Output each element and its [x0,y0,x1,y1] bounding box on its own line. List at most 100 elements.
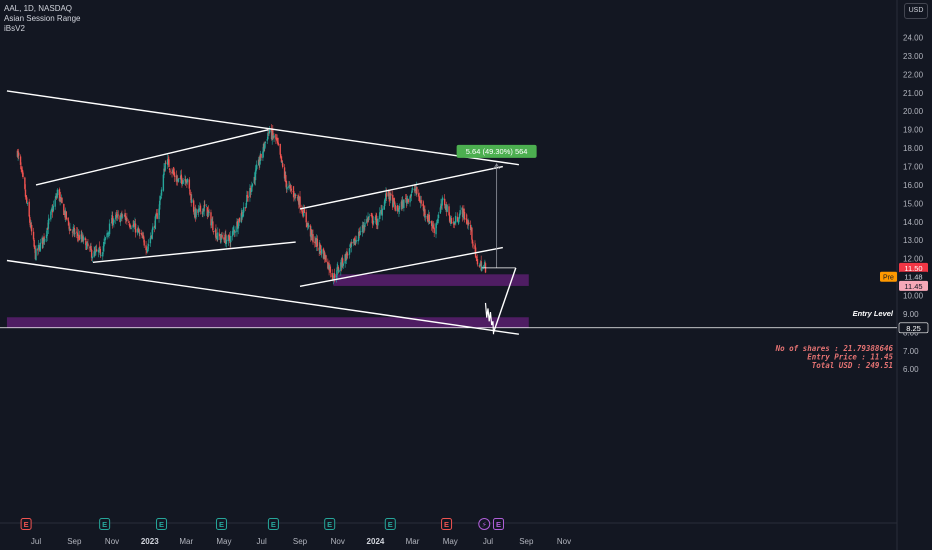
candle-body [60,196,62,199]
candle-body [160,189,163,196]
candle-body [76,231,78,233]
candle-body [389,193,391,200]
candle-body [168,159,170,168]
entry-level-label: Entry Level [853,309,894,318]
candle-body [52,205,55,212]
zone-upper [333,274,529,286]
candle-body [72,228,74,232]
indicator-asian-session[interactable]: Asian Session Range [4,14,81,23]
currency-button[interactable]: USD [904,3,928,19]
candle-body [384,199,386,207]
candle-body [422,205,425,212]
candle-body [132,223,135,227]
candle-body [240,213,242,223]
candle-body [155,214,157,217]
event-earnings-marker [441,518,453,530]
candle-body [367,217,370,219]
candle-body [30,225,33,232]
position-info-line: Total USD : 249.51 [812,361,893,370]
candle-body [134,223,137,233]
candle-body [379,211,382,213]
candle-body [146,249,148,252]
candle-body [186,178,189,183]
event-marker-label: E [271,520,276,529]
candle-body [58,189,61,201]
candle-body [381,208,383,216]
candle-body [121,216,124,218]
candle-body [333,273,336,279]
candle-body [29,222,32,228]
candle-body [283,167,286,179]
candle-body [435,223,438,225]
position-info-line: No of shares : 21.79388646 [775,344,894,353]
candle-body [98,246,101,248]
candle-body [184,179,187,183]
candle-body [332,276,334,280]
candle-body [112,222,114,224]
candle-body [164,163,166,171]
candle-body [280,156,283,163]
candle-body [337,267,340,271]
candle-body [24,189,27,197]
candle-body [267,133,269,140]
candle-body [178,178,180,179]
candle-body [459,210,461,215]
candle-body [264,143,266,149]
y-tick-label: 22.00 [903,70,924,79]
candle-body [227,235,229,242]
price-tag-label: 11.48 [904,273,922,282]
y-tick-label: 18.00 [903,144,924,153]
candle-body [171,171,173,174]
candle-body [341,258,344,266]
candle-body [138,231,140,233]
candle-body [180,174,183,180]
candle-body [90,246,92,251]
candle-body [102,252,104,257]
candle-body [93,251,95,258]
candle-body [20,166,22,170]
candle-body [294,194,297,197]
candle-body [87,243,89,247]
candle-body [199,205,202,212]
candle-body [145,245,147,251]
candle-body [126,217,128,222]
candle-body [372,220,375,223]
candle-body [453,221,455,225]
candle-body [236,221,239,228]
candle-body [100,255,102,256]
candle-body [43,236,45,241]
candle-body [297,197,299,201]
candle-body [45,234,48,239]
candle-body [437,214,440,219]
candle-body [458,214,461,219]
candle-body [182,180,184,184]
event-marker-label: E [102,520,107,529]
candle-body [359,231,362,233]
candle-body [54,199,56,207]
candle-body [420,200,422,204]
candle-body [462,208,464,219]
candle-body [289,185,291,187]
candle-body [403,199,405,209]
candle-body [290,186,292,188]
candle-body [50,211,52,220]
indicator-ibsv2[interactable]: iBsV2 [4,24,25,33]
event-marker-label: E [24,520,29,529]
event-earnings-marker [215,518,227,530]
candle-body [480,261,482,271]
symbol-title[interactable]: AAL, 1D, NASDAQ [4,4,73,13]
candle-body [128,221,130,223]
candle-body [320,249,323,254]
candle-body [104,237,106,241]
candle-body [115,214,118,216]
candle-body [446,205,448,212]
candle-body [471,227,473,240]
y-tick-label: 23.00 [903,52,924,61]
candle-body [409,196,411,203]
candle-body [379,212,381,219]
candle-body [394,204,396,211]
candle-body [116,214,119,218]
candle-body [246,195,248,202]
candle-body [424,216,427,218]
